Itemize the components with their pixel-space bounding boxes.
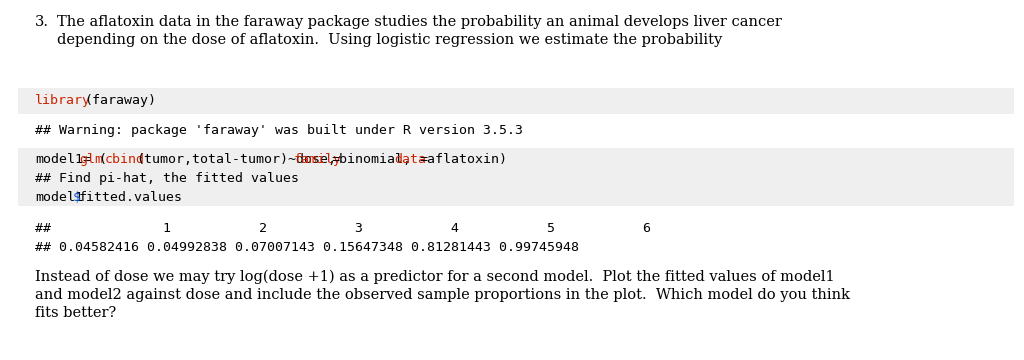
Text: $: $ <box>73 191 81 204</box>
Text: model1=: model1= <box>35 153 91 166</box>
Text: depending on the dose of aflatoxin.  Using logistic regression we estimate the p: depending on the dose of aflatoxin. Usin… <box>57 33 722 47</box>
Text: =aflatoxin): =aflatoxin) <box>419 153 507 166</box>
Text: fitted.values: fitted.values <box>79 191 183 204</box>
Text: Instead of dose we may try log(dose +1) as a predictor for a second model.  Plot: Instead of dose we may try log(dose +1) … <box>35 270 835 284</box>
Text: glm: glm <box>79 153 103 166</box>
Bar <box>18 148 1014 206</box>
Text: ## 0.04582416 0.04992838 0.07007143 0.15647348 0.81281443 0.99745948: ## 0.04582416 0.04992838 0.07007143 0.15… <box>35 241 579 254</box>
Text: ## Warning: package 'faraway' was built under R version 3.5.3: ## Warning: package 'faraway' was built … <box>35 124 523 137</box>
Text: ##              1           2           3           4           5           6: ## 1 2 3 4 5 6 <box>35 222 651 235</box>
Text: data: data <box>394 153 426 166</box>
Text: ## Find pi-hat, the fitted values: ## Find pi-hat, the fitted values <box>35 172 299 185</box>
Text: and model2 against dose and include the observed sample proportions in the plot.: and model2 against dose and include the … <box>35 288 850 302</box>
Text: (tumor,total-tumor)~dose,: (tumor,total-tumor)~dose, <box>136 153 336 166</box>
Text: family: family <box>293 153 341 166</box>
Text: cbind: cbind <box>104 153 144 166</box>
Text: 3.: 3. <box>35 15 49 29</box>
Text: fits better?: fits better? <box>35 306 117 320</box>
Bar <box>18 88 1014 114</box>
Text: =binomial,: =binomial, <box>331 153 411 166</box>
Text: The aflatoxin data in the faraway package studies the probability an animal deve: The aflatoxin data in the faraway packag… <box>57 15 782 29</box>
Text: library: library <box>35 94 91 107</box>
Text: (faraway): (faraway) <box>84 94 156 107</box>
Text: (: ( <box>98 153 106 166</box>
Text: model1: model1 <box>35 191 83 204</box>
